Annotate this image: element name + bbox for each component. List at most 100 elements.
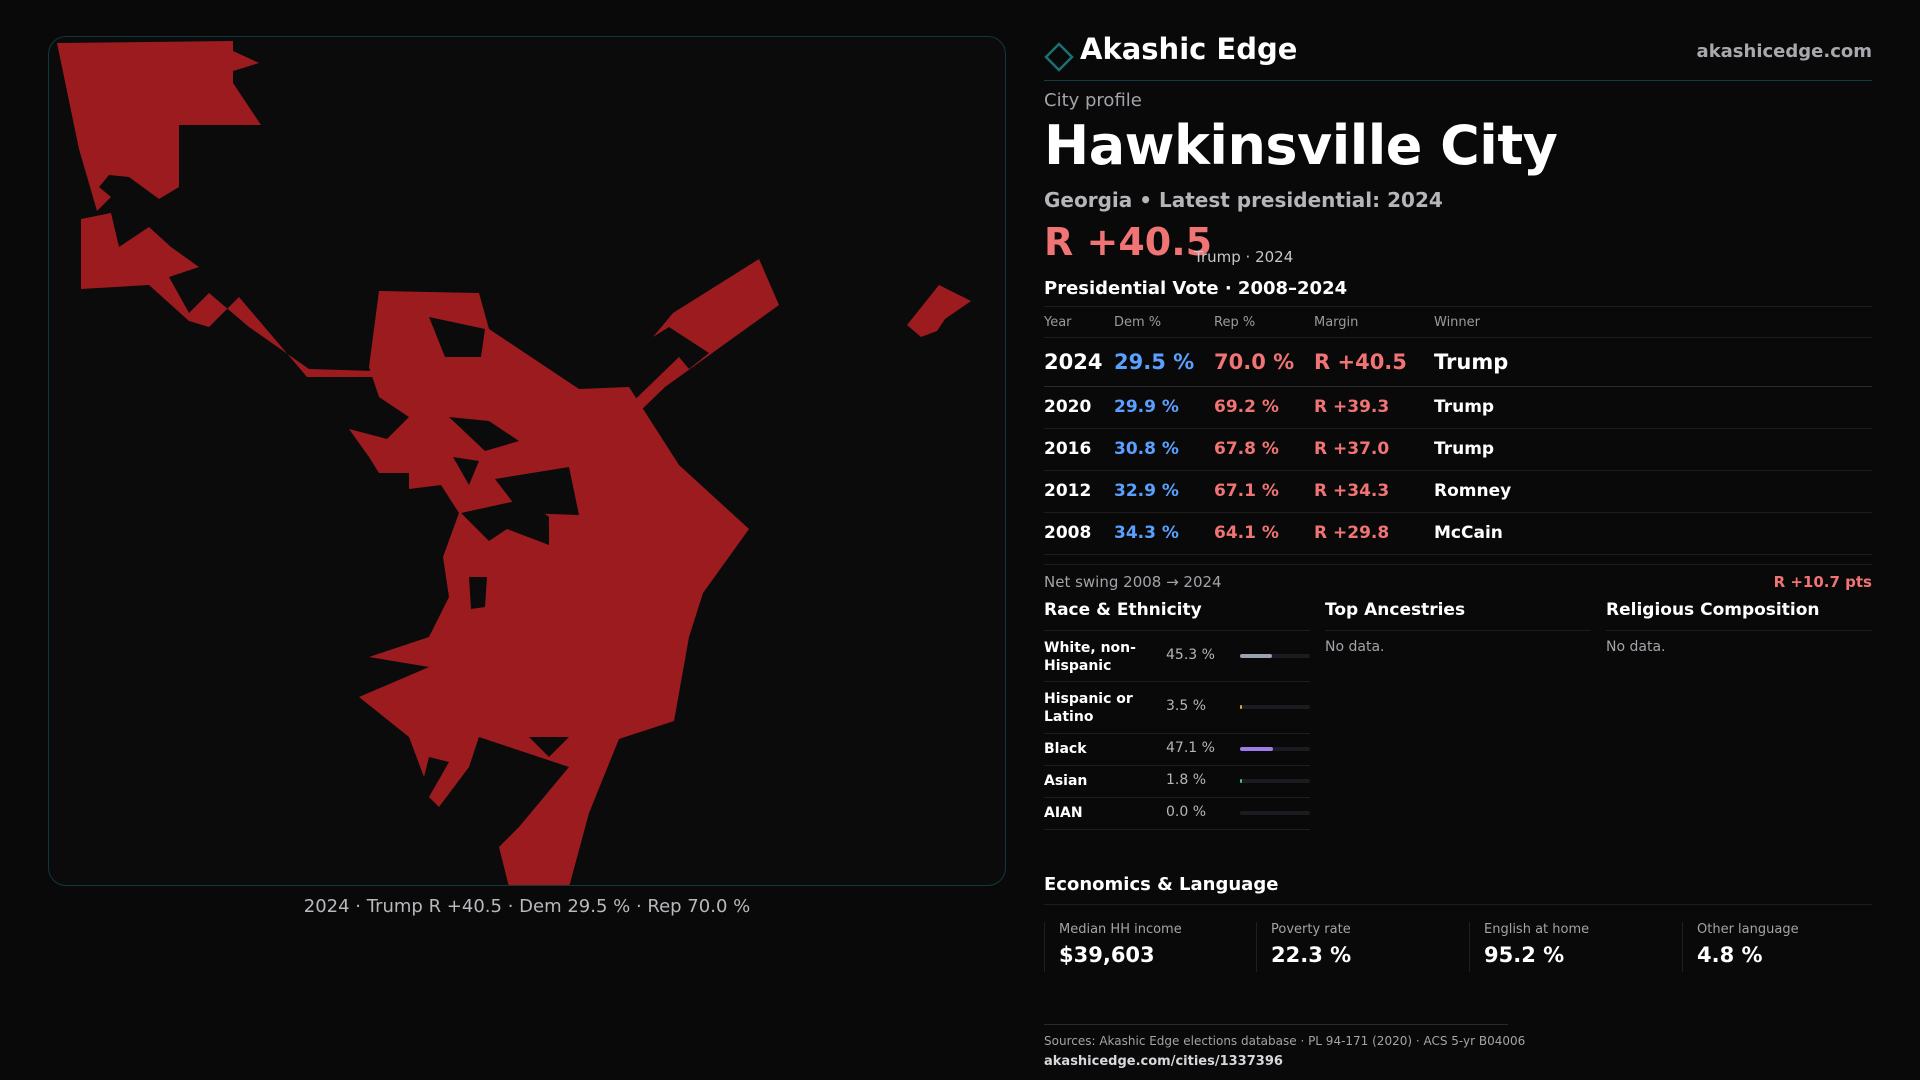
row-year: 2012 (1044, 481, 1092, 501)
econ-label: English at home (1484, 922, 1590, 937)
col-header-year: Year (1044, 315, 1072, 330)
table-row: 2016 30.8 % 67.8 % R +37.0 Trump (1044, 429, 1872, 471)
ancestries-title: Top Ancestries (1325, 600, 1591, 631)
race-row: Black 47.1 % (1044, 734, 1310, 766)
row-year: 2020 (1044, 397, 1092, 417)
row-winner: Romney (1434, 481, 1512, 501)
col-header-winner: Winner (1434, 315, 1481, 330)
col-header-margin: Margin (1314, 315, 1359, 330)
race-bar-track (1240, 747, 1310, 751)
race-bar-track (1240, 705, 1310, 709)
map-caption: 2024 · Trump R +40.5 · Dem 29.5 % · Rep … (303, 896, 751, 917)
net-swing-value: R +10.7 pts (1773, 573, 1872, 591)
race-bar-track (1240, 779, 1310, 783)
race-pct: 45.3 % (1166, 647, 1215, 663)
econ-label: Other language (1697, 922, 1799, 937)
religion-title: Religious Composition (1606, 600, 1872, 631)
row-dem: 34.3 % (1114, 523, 1179, 543)
race-bar-fill (1240, 747, 1273, 751)
row-year: 2024 (1044, 350, 1103, 374)
econ-cell-poverty: Poverty rate 22.3 % (1256, 922, 1463, 972)
row-margin: R +29.8 (1314, 523, 1390, 543)
econ-cell-income: Median HH income $39,603 (1044, 922, 1251, 972)
row-year: 2008 (1044, 523, 1092, 543)
econ-value: 22.3 % (1271, 943, 1352, 967)
city-boundary-shape (57, 41, 971, 885)
economics-divider (1044, 904, 1872, 905)
footer-url-link[interactable]: akashicedge.com/cities/1337396 (1044, 1054, 1283, 1069)
race-pct: 1.8 % (1166, 772, 1207, 788)
race-row: AIAN 0.0 % (1044, 798, 1310, 830)
row-winner: Trump (1434, 397, 1495, 417)
race-bar-track (1240, 654, 1310, 658)
race-name: AIAN (1044, 805, 1083, 821)
ancestries-empty: No data. (1325, 639, 1385, 655)
race-name: Black (1044, 741, 1087, 757)
latest-margin-detail: Trump · 2024 (1194, 248, 1294, 266)
row-year: 2016 (1044, 439, 1092, 459)
row-margin: R +39.3 (1314, 397, 1390, 417)
vote-table-header: Year Dem % Rep % Margin Winner (1044, 306, 1872, 338)
econ-label: Median HH income (1059, 922, 1182, 937)
row-rep: 70.0 % (1214, 350, 1295, 374)
row-winner: McCain (1434, 523, 1503, 543)
race-row: White, non-Hispanic 45.3 % (1044, 631, 1310, 682)
row-dem: 32.9 % (1114, 481, 1179, 501)
brand-url-link[interactable]: akashicedge.com (1696, 41, 1872, 62)
race-pct: 0.0 % (1166, 804, 1207, 820)
row-margin: R +40.5 (1314, 350, 1407, 374)
row-margin: R +37.0 (1314, 439, 1390, 459)
race-row: Asian 1.8 % (1044, 766, 1310, 798)
city-map[interactable] (48, 36, 1006, 886)
economics-title: Economics & Language (1044, 874, 1279, 895)
race-row: Hispanic or Latino 3.5 % (1044, 682, 1310, 734)
row-margin: R +34.3 (1314, 481, 1390, 501)
race-title: Race & Ethnicity (1044, 600, 1310, 631)
page-subtitle: Georgia • Latest presidential: 2024 (1044, 188, 1443, 212)
page-eyebrow: City profile (1044, 90, 1142, 111)
page-title: Hawkinsville City (1044, 114, 1558, 177)
race-section: Race & Ethnicity White, non-Hispanic 45.… (1044, 600, 1310, 830)
race-bar-track (1240, 811, 1310, 815)
econ-cell-english: English at home 95.2 % (1469, 922, 1676, 972)
religion-section: Religious Composition No data. (1606, 600, 1872, 655)
vote-table-title: Presidential Vote · 2008–2024 (1044, 278, 1348, 299)
econ-value: 4.8 % (1697, 943, 1763, 967)
race-bar-fill (1240, 779, 1243, 783)
race-bar-fill (1240, 705, 1243, 709)
ancestries-section: Top Ancestries No data. (1325, 600, 1591, 655)
brand-name: Akashic Edge (1080, 32, 1298, 66)
row-dem: 30.8 % (1114, 439, 1179, 459)
city-boundary-map (57, 41, 971, 885)
race-name: Asian (1044, 773, 1088, 789)
row-rep: 67.8 % (1214, 439, 1279, 459)
row-rep: 64.1 % (1214, 523, 1279, 543)
diamond-logo-icon (1044, 42, 1074, 72)
brand-header: Akashic Edge akashicedge.com (1044, 28, 1872, 81)
city-boundary-holes (429, 317, 579, 797)
row-winner: Trump (1434, 439, 1495, 459)
econ-value: 95.2 % (1484, 943, 1565, 967)
race-pct: 47.1 % (1166, 740, 1215, 756)
table-row: 2008 34.3 % 64.1 % R +29.8 McCain (1044, 513, 1872, 555)
race-pct: 3.5 % (1166, 698, 1207, 714)
religion-empty: No data. (1606, 639, 1666, 655)
col-header-rep: Rep % (1214, 315, 1256, 330)
net-swing-label: Net swing 2008 → 2024 (1044, 573, 1222, 591)
race-bar-fill (1240, 654, 1272, 658)
row-winner: Trump (1434, 350, 1509, 374)
col-header-dem: Dem % (1114, 315, 1162, 330)
latest-margin: R +40.5 (1044, 220, 1213, 264)
footer-sources: Sources: Akashic Edge elections database… (1044, 1034, 1526, 1048)
row-rep: 67.1 % (1214, 481, 1279, 501)
table-row: 2020 29.9 % 69.2 % R +39.3 Trump (1044, 387, 1872, 429)
footer-divider (1044, 1024, 1508, 1025)
econ-cell-other-language: Other language 4.8 % (1682, 922, 1873, 972)
table-row: 2012 32.9 % 67.1 % R +34.3 Romney (1044, 471, 1872, 513)
profile-panel: Akashic Edge akashicedge.com City profil… (1044, 28, 1872, 1069)
row-dem: 29.9 % (1114, 397, 1179, 417)
race-name: White, non-Hispanic (1044, 640, 1136, 674)
table-row: 2024 29.5 % 70.0 % R +40.5 Trump (1044, 338, 1872, 387)
race-name: Hispanic or Latino (1044, 691, 1133, 725)
net-swing-row: Net swing 2008 → 2024 R +10.7 pts (1044, 564, 1872, 595)
